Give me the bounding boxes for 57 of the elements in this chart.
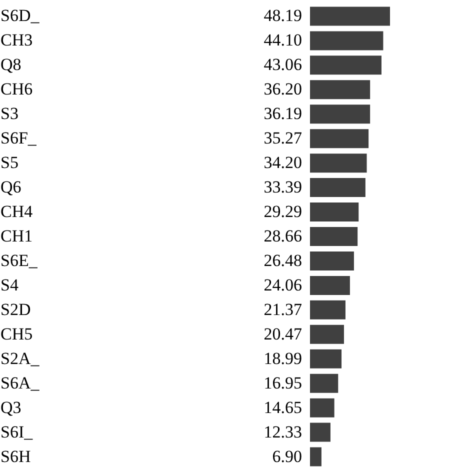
data-label: 35.27 [264, 128, 302, 148]
y-tick-label: S6H [0, 446, 31, 466]
data-label: 20.47 [264, 324, 302, 344]
y-tick-label: Q3 [0, 398, 22, 417]
bar [310, 324, 344, 344]
y-tick-label: CH6 [0, 80, 33, 99]
y-tick-label: CH5 [0, 324, 33, 344]
bar [310, 80, 370, 100]
y-tick-label: S6F_ [0, 128, 37, 148]
bar [310, 300, 346, 320]
bar [310, 56, 382, 75]
bar [310, 6, 390, 26]
y-tick-label: Q8 [0, 55, 22, 74]
data-label: 16.95 [264, 373, 302, 392]
y-tick-label: S4 [0, 275, 19, 294]
data-label: 21.37 [264, 300, 302, 319]
bar [310, 349, 342, 368]
data-label: 6.90 [272, 446, 302, 466]
bar [310, 202, 359, 222]
bar [310, 154, 367, 173]
bar [310, 398, 334, 418]
y-tick-label: S6E_ [0, 250, 38, 270]
data-label: 18.99 [264, 348, 302, 368]
bar [310, 31, 384, 50]
y-tick-label: CH4 [0, 202, 34, 222]
data-label: 29.29 [264, 202, 302, 222]
bar [310, 422, 330, 442]
data-label: 44.10 [264, 30, 302, 50]
data-label: 33.39 [264, 178, 302, 197]
data-label: 48.19 [264, 6, 302, 26]
data-label: 24.06 [264, 275, 302, 294]
data-label: 43.06 [264, 55, 302, 74]
bar [310, 447, 322, 466]
y-tick-label: S2D [0, 300, 31, 319]
bar [310, 251, 354, 270]
y-tick-label: S6D_ [0, 6, 40, 26]
bar [310, 129, 369, 148]
y-tick-label: S2A_ [0, 348, 40, 368]
y-tick-label: CH3 [0, 30, 33, 50]
y-tick-label: S5 [0, 153, 18, 172]
data-label: 26.48 [264, 250, 302, 270]
y-tick-label: Q6 [0, 178, 22, 197]
bar [310, 178, 366, 198]
y-tick-label: S6I_ [0, 422, 34, 442]
bar [310, 276, 350, 295]
data-label: 14.65 [264, 398, 302, 417]
data-label: 36.19 [264, 104, 302, 124]
y-tick-label: CH1 [0, 226, 33, 246]
data-label: 36.20 [264, 80, 302, 99]
data-label: 34.20 [264, 153, 302, 172]
data-label: 28.66 [264, 226, 302, 246]
y-tick-label: S3 [0, 104, 18, 124]
bar [310, 374, 338, 393]
y-tick-label: S6A_ [0, 373, 40, 392]
bar [310, 104, 370, 124]
bar [310, 227, 358, 246]
data-label: 12.33 [264, 422, 302, 442]
